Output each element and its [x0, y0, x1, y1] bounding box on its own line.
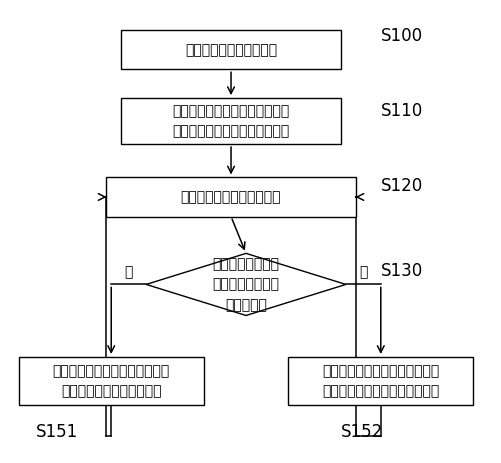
Text: 判断检测装置测得
的真空度是否超过
预设真空度: 判断检测装置测得 的真空度是否超过 预设真空度: [212, 257, 279, 312]
Text: S152: S152: [340, 423, 382, 441]
FancyBboxPatch shape: [19, 357, 203, 405]
Text: 控制装置传递控制信号打开抽真
空装置，抽真空装置进行抽真空: 控制装置传递控制信号打开抽真 空装置，抽真空装置进行抽真空: [172, 104, 289, 138]
Text: S110: S110: [380, 102, 422, 120]
Text: S130: S130: [380, 262, 422, 280]
Text: 否: 否: [358, 265, 367, 279]
Polygon shape: [146, 253, 345, 315]
Text: S120: S120: [380, 177, 422, 195]
FancyBboxPatch shape: [121, 30, 340, 69]
Text: 控制装置传递控制信号使大气装
置处于关闭状态，阻止大气进气: 控制装置传递控制信号使大气装 置处于关闭状态，阻止大气进气: [322, 364, 438, 398]
Text: 控制装置传递控制信号使大气装
置处于打开状态，输送大气: 控制装置传递控制信号使大气装 置处于打开状态，输送大气: [53, 364, 169, 398]
Text: 控制装置设置预设真空度: 控制装置设置预设真空度: [184, 43, 277, 56]
FancyBboxPatch shape: [288, 357, 472, 405]
Text: 检测装置测量管路中真空度: 检测装置测量管路中真空度: [180, 190, 281, 204]
Text: S100: S100: [380, 27, 422, 45]
Text: S151: S151: [36, 423, 79, 441]
Text: 是: 是: [124, 265, 133, 279]
FancyBboxPatch shape: [106, 177, 355, 217]
FancyBboxPatch shape: [121, 98, 340, 144]
